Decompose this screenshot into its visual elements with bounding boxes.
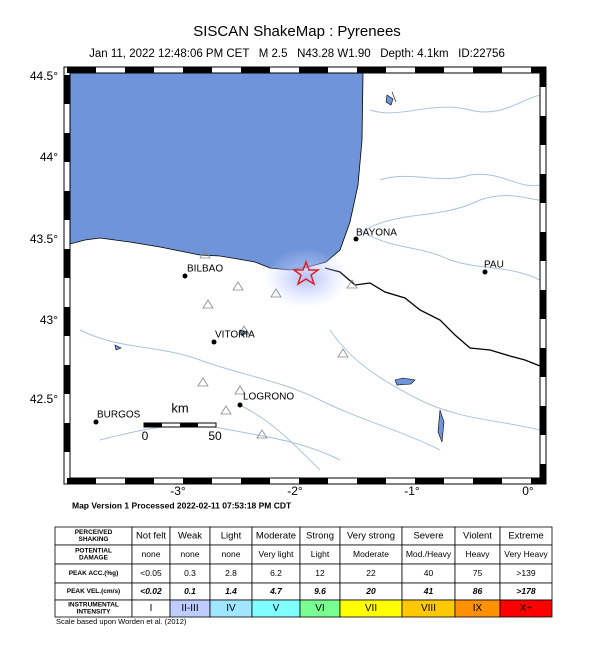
legend-text: Strong [306,531,334,542]
city-marker [353,236,359,242]
legend-text: IX [473,603,483,614]
legend-text: 4.7 [269,586,283,596]
city-label: LOGRONO [243,392,294,403]
legend-text: 40 [424,568,434,578]
credit: Scale based upon Worden et al. (2012) [56,617,187,626]
version-note: Map Version 1 Processed 2022-02-11 07:53… [72,500,292,510]
city-label: BAYONA [356,228,397,239]
cities: BAYONA PAU BILBAO VITORIA LOGRONO BURGOS [93,228,504,425]
lon-label: -1° [404,484,420,498]
legend-text: Weak [178,531,202,542]
sea [70,73,364,271]
city-marker [211,339,217,345]
row-label: DAMAGE [79,555,109,562]
legend-text: 41 [423,586,434,596]
city-label: BILBAO [187,264,223,275]
stations [197,249,358,439]
epicenter [291,259,321,286]
row-label: INTENSITY [77,609,112,616]
scale-start: 0 [142,429,149,443]
legend-text: VI [315,603,324,614]
lon-labels: -3° -2° -1° 0° [170,484,534,498]
scale-end: 50 [208,429,222,443]
legend-text: >178 [516,586,535,596]
legend-text: 20 [365,586,376,596]
legend-text: Mod./Heavy [406,549,452,559]
legend-text: Not felt [136,531,166,542]
legend-text: <0.05 [140,568,162,578]
city-label: BURGOS [97,410,141,421]
row-label: PEAK ACC.(%g) [69,570,119,577]
lon-label: -2° [287,484,303,498]
city-marker [482,269,488,275]
lon-label: 0° [522,484,534,498]
legend-text: Extreme [508,531,543,542]
legend-text: Very Heavy [504,549,548,559]
lat-label: 44° [40,150,58,164]
lat-label: 42.5° [30,392,58,406]
legend-text: Moderate [353,549,389,559]
legend-text: 6.2 [270,568,282,578]
legend-text: Heavy [465,549,490,559]
legend-text: none [181,549,200,559]
legend-text: I [150,603,153,614]
legend-text: >139 [516,568,535,578]
legend-text: IV [226,603,236,614]
legend-text: Light [221,531,242,542]
legend-text: Moderate [256,531,296,542]
legend-text: Light [311,549,330,559]
legend-text: V [273,603,280,614]
row-label: INSTRUMENTAL [68,602,119,609]
row-label: PERCEIVED [75,529,113,536]
legend-text: 1.4 [225,586,237,596]
rivers [79,94,540,471]
lat-label: 43° [40,313,58,327]
legend-text: 9.6 [314,586,326,596]
row-label: PEAK VEL.(cm/s) [67,588,120,595]
city-marker [237,402,243,408]
title: SISCAN ShakeMap : Pyrenees [193,23,401,40]
lon-label: -3° [170,484,186,498]
legend-text: 2.8 [225,568,237,578]
city-marker [93,419,99,425]
legend-text: 0.1 [184,586,196,596]
legend-text: II-III [181,603,198,614]
legend-text: Violent [463,531,492,542]
legend-text: VII [365,603,377,614]
legend-text: Severe [413,531,443,542]
legend-text: X+ [520,603,533,614]
legend-text: 75 [473,568,483,578]
legend-text: 86 [473,586,483,596]
map-area: BAYONA PAU BILBAO VITORIA LOGRONO BURGOS… [70,73,540,478]
row-label: SHAKING [79,536,109,543]
border [324,267,540,367]
legend-text: none [142,549,161,559]
legend-text: <0.02 [140,586,162,596]
lat-label: 43.5° [30,232,58,246]
subtitle: Jan 11, 2022 12:48:06 PM CET M 2.5 N43.2… [89,48,505,60]
city-label: VITORIA [215,330,255,341]
scale-bar: km 0 50 [142,400,222,443]
legend-text: 12 [315,568,325,578]
legend-text: Very light [259,549,295,559]
lat-label: 44.5° [30,69,58,83]
legend-text: 22 [366,568,376,578]
map-frame [63,66,547,485]
legend-text: none [222,549,241,559]
row-label: POTENTIAL [75,548,112,555]
city-marker [182,273,188,279]
legend-text: 0.3 [184,568,196,578]
legend-text: Very strong [347,531,395,542]
legend-cell [499,599,553,618]
intensity-area [264,248,348,308]
city-label: PAU [484,260,504,271]
legend-text: VIII [421,603,436,614]
lat-labels: 44.5° 44° 43.5° 43° 42.5° [30,69,58,406]
scale-unit: km [171,400,188,415]
